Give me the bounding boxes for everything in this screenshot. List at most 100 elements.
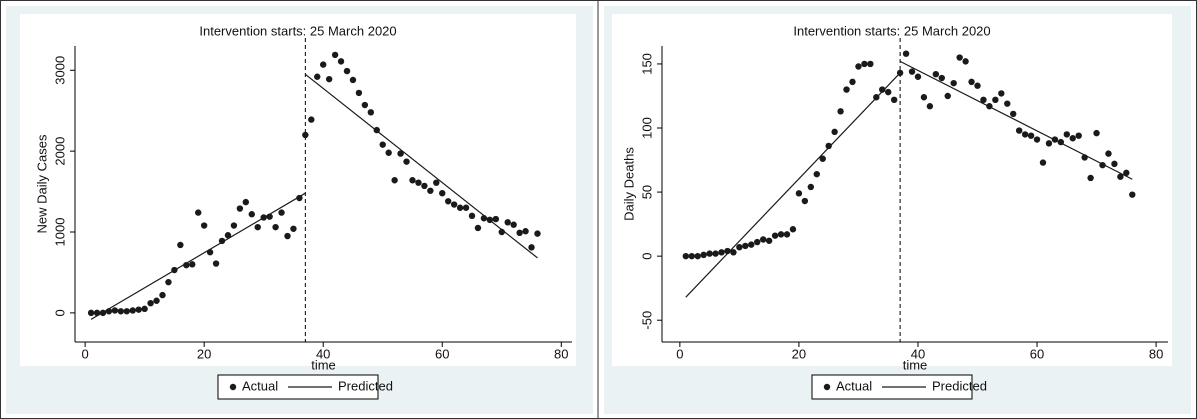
- data-point: [450, 201, 458, 208]
- data-point: [956, 54, 963, 61]
- annotation: Intervention starts: 25 March 2020: [793, 23, 990, 38]
- y-tick-label: 0: [52, 309, 67, 316]
- data-point: [974, 82, 981, 89]
- data-point: [700, 251, 707, 259]
- data-point: [706, 250, 713, 257]
- data-point: [1111, 160, 1118, 168]
- data-point: [349, 76, 357, 84]
- data-point: [771, 232, 779, 239]
- data-point: [510, 221, 517, 228]
- data-point: [248, 211, 255, 218]
- data-point: [712, 250, 719, 257]
- data-point: [777, 231, 785, 238]
- y-tick-label: 3000: [52, 56, 67, 85]
- data-point: [730, 249, 737, 256]
- data-point: [1027, 132, 1035, 139]
- data-point: [343, 67, 351, 75]
- data-point: [1129, 191, 1136, 198]
- data-point: [433, 179, 440, 186]
- y-tick-label: 2000: [52, 137, 67, 166]
- x-tick-label: 60: [1030, 346, 1044, 361]
- data-point: [1075, 132, 1082, 139]
- data-point: [1117, 173, 1124, 180]
- data-point: [177, 241, 184, 249]
- data-point: [736, 243, 743, 251]
- y-tick-label: -50: [639, 311, 654, 330]
- data-point: [468, 212, 476, 220]
- data-point: [760, 236, 767, 243]
- data-point: [242, 198, 250, 206]
- data-point: [272, 223, 279, 231]
- data-point: [308, 116, 315, 123]
- legend-box: [217, 374, 379, 400]
- data-point: [361, 101, 369, 109]
- data-point: [1004, 100, 1011, 107]
- data-point: [117, 308, 125, 315]
- y-tick-label: 50: [639, 185, 654, 199]
- data-point: [320, 61, 327, 68]
- data-point: [1087, 174, 1094, 182]
- x-tick-label: 0: [82, 346, 89, 361]
- data-point: [1010, 110, 1017, 118]
- data-point: [867, 60, 874, 68]
- predicted-line: [90, 73, 538, 320]
- x-tick-label: 20: [197, 346, 211, 361]
- data-point: [224, 232, 232, 239]
- data-point: [694, 252, 701, 260]
- data-point: [278, 209, 285, 216]
- data-point: [379, 141, 386, 148]
- y-tick-label: 1000: [52, 218, 67, 247]
- legend-label: Actual: [836, 378, 872, 393]
- data-point: [879, 86, 886, 93]
- data-point: [754, 238, 761, 246]
- data-point: [165, 278, 172, 286]
- y-axis-label: Daily Deaths: [621, 147, 636, 221]
- data-point: [87, 309, 95, 317]
- data-point: [908, 68, 916, 75]
- data-point: [920, 94, 928, 101]
- data-point: [1123, 169, 1130, 177]
- data-point: [849, 78, 856, 86]
- x-tick-label: 80: [1149, 346, 1163, 361]
- data-point: [890, 96, 898, 104]
- data-point: [516, 229, 523, 237]
- data-point: [783, 231, 791, 238]
- data-point: [682, 252, 690, 260]
- data-point: [331, 51, 339, 59]
- data-point: [688, 252, 695, 260]
- data-point: [902, 50, 910, 57]
- data-point: [462, 204, 470, 211]
- data-point: [992, 96, 999, 104]
- data-point: [926, 103, 934, 110]
- data-point: [367, 109, 375, 116]
- data-point: [230, 222, 238, 229]
- data-point: [819, 155, 826, 162]
- data-point: [885, 88, 892, 96]
- data-point: [861, 60, 868, 68]
- data-point: [718, 249, 725, 256]
- data-point: [742, 242, 749, 250]
- predicted-line: [685, 60, 1133, 298]
- data-point: [831, 128, 838, 136]
- data-point: [403, 158, 410, 165]
- y-axis-label: New Daily Cases: [34, 134, 49, 233]
- data-point: [807, 183, 815, 191]
- data-point: [397, 150, 404, 157]
- data-point: [1015, 127, 1023, 134]
- data-point: [795, 190, 803, 197]
- data-point: [932, 70, 940, 78]
- x-tick-label: 80: [554, 346, 568, 361]
- data-point: [998, 90, 1005, 97]
- data-point: [1093, 129, 1100, 137]
- data-point: [534, 230, 541, 237]
- data-point: [944, 92, 951, 100]
- y-tick-label: 150: [639, 53, 654, 75]
- data-point: [391, 177, 398, 184]
- data-point: [325, 75, 333, 83]
- legend-label: Actual: [242, 378, 278, 393]
- data-point: [195, 209, 202, 216]
- data-point: [765, 237, 773, 244]
- data-point: [314, 73, 321, 80]
- data-point: [355, 89, 363, 97]
